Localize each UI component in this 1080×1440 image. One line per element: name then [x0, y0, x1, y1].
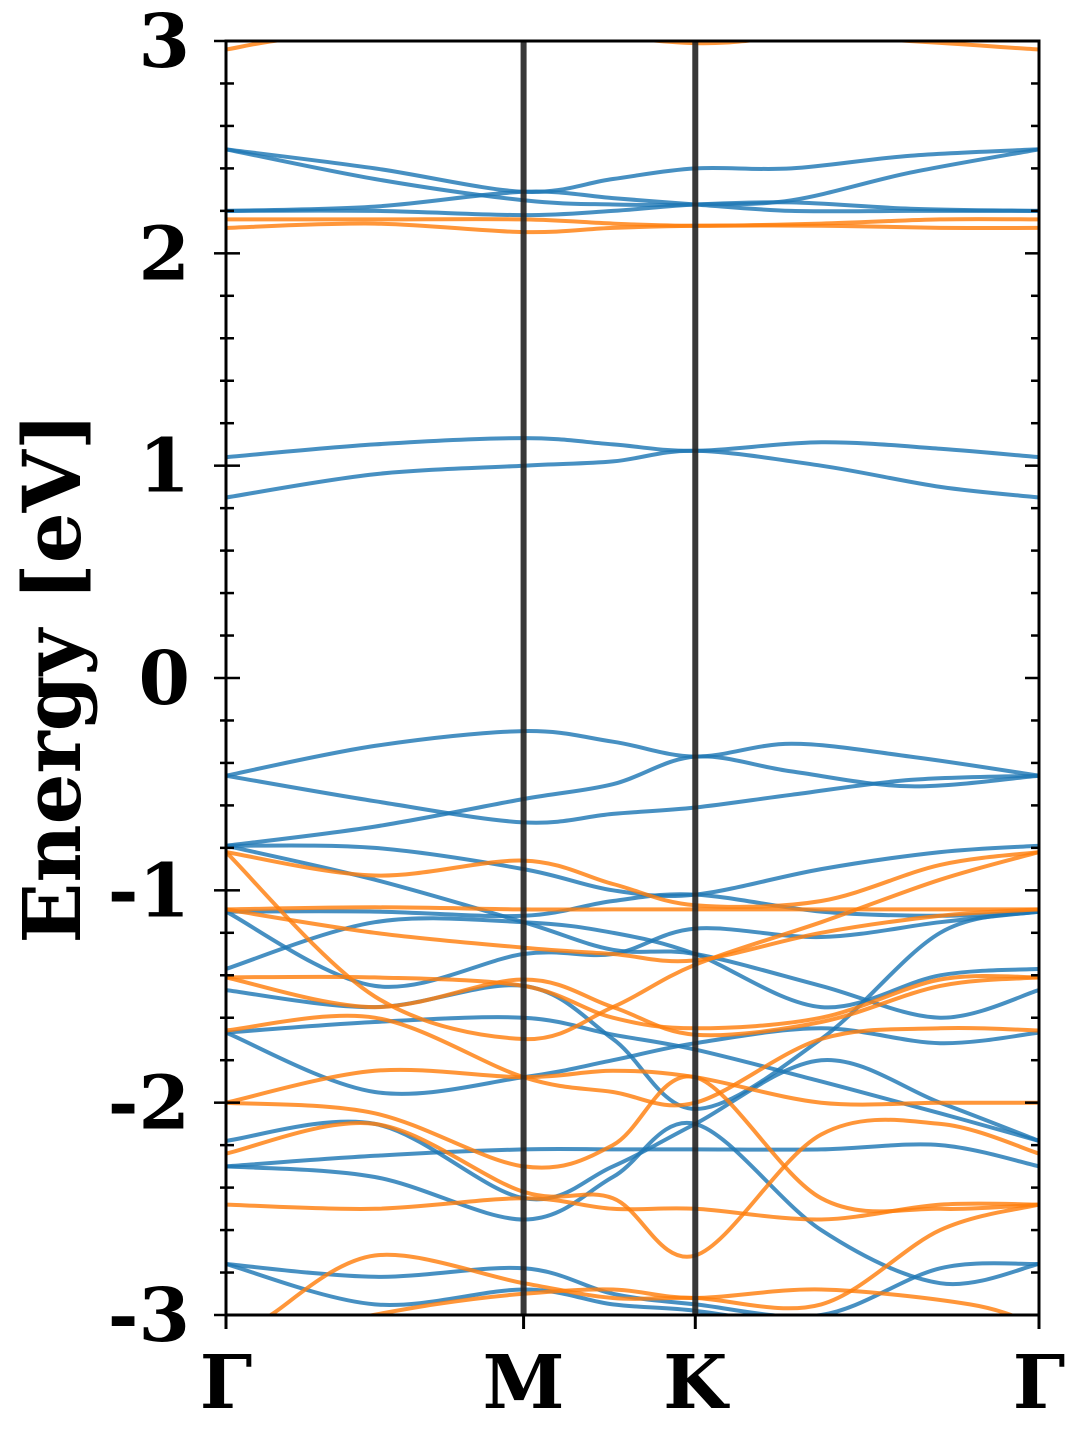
band-up-6	[226, 729, 1039, 778]
band-up-8	[226, 754, 1039, 848]
band-up-13	[226, 916, 1039, 1010]
x-tick-label-0: Γ	[200, 1340, 253, 1426]
y-tick-label: -1	[108, 848, 190, 934]
band-down-32	[226, 1067, 1039, 1107]
band-up-15	[226, 1026, 1039, 1096]
band-down-23	[226, 217, 1039, 228]
band-down-25	[226, 850, 1039, 909]
band-down-29	[226, 975, 1039, 1038]
band-down-28	[226, 907, 1039, 964]
band-down-31	[226, 1013, 1039, 1108]
band-up-2	[226, 189, 1039, 214]
band-down-37	[361, 1287, 1017, 1315]
x-axis-ticks	[224, 1315, 1041, 1329]
band-up-9	[226, 843, 1039, 1020]
y-tick-label: 0	[139, 636, 191, 722]
y-tick-label: -3	[108, 1273, 190, 1359]
band-up-12	[226, 909, 1039, 989]
x-tick-label-2: K	[663, 1340, 730, 1426]
band-up-11	[226, 892, 1039, 919]
band-up-5	[226, 448, 1039, 500]
x-tick-label-3: Γ	[1013, 1340, 1066, 1426]
high-symmetry-lines	[520, 41, 699, 1315]
band-up-16	[226, 1015, 1039, 1143]
band-lines	[226, 41, 1039, 1315]
band-down-24	[226, 221, 1039, 235]
band-up-0	[226, 147, 1039, 194]
y-tick-label: 2	[139, 211, 191, 297]
band-down-36	[269, 1202, 1039, 1315]
band-up-4	[226, 436, 1039, 460]
band-up-3	[226, 200, 1039, 218]
band-down-27	[226, 905, 1039, 912]
band-up-7	[226, 773, 1039, 825]
band-down-30	[226, 973, 1039, 1031]
y-axis-tick-labels: -3 -2 -1 0 1 2 3	[108, 0, 190, 1359]
band-up-14	[226, 909, 1039, 1111]
band-up-1	[226, 147, 1039, 208]
y-tick-label: 1	[139, 424, 191, 510]
band-up-19	[226, 1120, 1039, 1287]
y-axis-label: Energy [eV]	[5, 412, 99, 943]
y-tick-label: 3	[139, 0, 191, 85]
band-down-26	[226, 850, 1039, 1042]
y-axis-ticks	[214, 39, 1039, 1317]
y-tick-label: -2	[108, 1061, 190, 1147]
band-down-34	[226, 1117, 1039, 1259]
band-down-35	[226, 1196, 1039, 1222]
x-tick-label-1: M	[483, 1340, 565, 1426]
